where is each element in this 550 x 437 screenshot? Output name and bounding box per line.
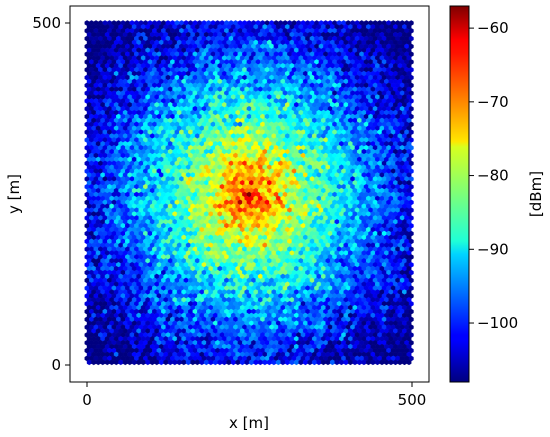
hexbin-cells bbox=[84, 20, 414, 366]
